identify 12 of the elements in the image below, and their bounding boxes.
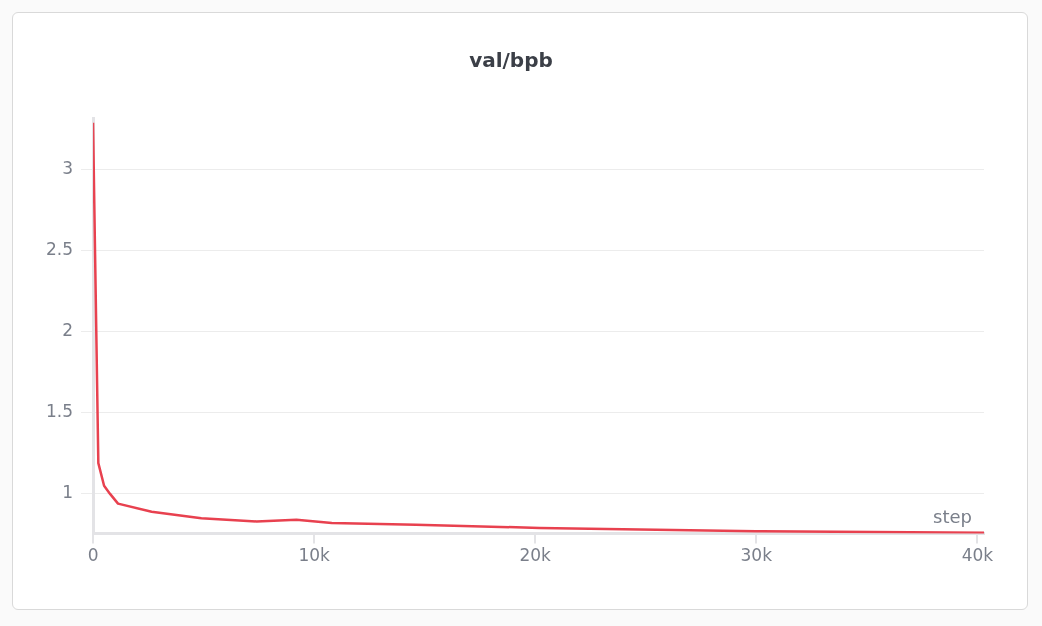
- y-tick-label: 2: [62, 320, 74, 341]
- x-tick-label: 40k: [961, 545, 994, 566]
- y-tick-label: 1.5: [45, 401, 74, 422]
- y-tick-label: 1: [62, 482, 74, 503]
- x-tick-label: 20k: [519, 545, 552, 566]
- y-tick-label: 3: [62, 158, 74, 179]
- y-tick-label: 2.5: [45, 239, 74, 260]
- x-axis-title: step: [933, 506, 972, 528]
- x-tick-label: 0: [87, 545, 99, 566]
- x-tick-label: 30k: [740, 545, 773, 566]
- x-tick-label: 10k: [298, 545, 331, 566]
- chart-title: val/bpb: [469, 48, 553, 73]
